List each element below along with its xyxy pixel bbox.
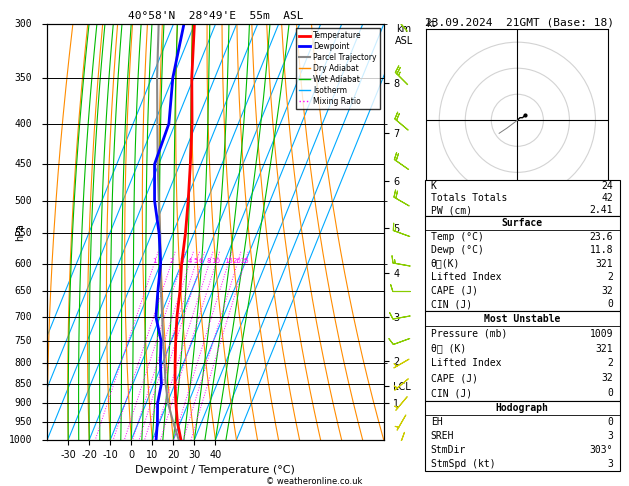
Text: Hodograph: Hodograph <box>496 403 548 413</box>
Text: 3: 3 <box>608 431 613 441</box>
Text: StmSpd (kt): StmSpd (kt) <box>431 459 496 469</box>
Text: Dewp (°C): Dewp (°C) <box>431 245 484 255</box>
Text: SREH: SREH <box>431 431 454 441</box>
Text: 550: 550 <box>14 228 32 239</box>
Text: CIN (J): CIN (J) <box>431 299 472 309</box>
Text: 24: 24 <box>601 181 613 191</box>
Text: 1000: 1000 <box>9 435 32 445</box>
Text: kt: kt <box>426 19 436 29</box>
Text: 500: 500 <box>14 195 32 206</box>
Text: Temp (°C): Temp (°C) <box>431 231 484 242</box>
Text: 650: 650 <box>14 286 32 296</box>
Text: 800: 800 <box>14 358 32 368</box>
Text: CAPE (J): CAPE (J) <box>431 373 478 383</box>
X-axis label: Dewpoint / Temperature (°C): Dewpoint / Temperature (°C) <box>135 465 296 475</box>
Text: θᴄ (K): θᴄ (K) <box>431 344 466 353</box>
Text: 15: 15 <box>224 258 233 263</box>
Text: Lifted Index: Lifted Index <box>431 272 501 282</box>
Text: 0: 0 <box>608 299 613 309</box>
Text: 42: 42 <box>601 193 613 203</box>
Text: 2.41: 2.41 <box>590 205 613 215</box>
Text: CIN (J): CIN (J) <box>431 388 472 399</box>
Text: 5: 5 <box>194 258 198 263</box>
Text: 350: 350 <box>14 72 32 83</box>
Text: 23.09.2024  21GMT (Base: 18): 23.09.2024 21GMT (Base: 18) <box>425 17 613 27</box>
Text: © weatheronline.co.uk: © weatheronline.co.uk <box>266 477 363 486</box>
Text: 450: 450 <box>14 159 32 169</box>
Text: 321: 321 <box>596 344 613 353</box>
Text: 700: 700 <box>14 312 32 322</box>
Text: 850: 850 <box>14 379 32 389</box>
Text: 10: 10 <box>211 258 220 263</box>
Text: km
ASL: km ASL <box>395 24 413 46</box>
Text: 600: 600 <box>14 259 32 269</box>
Text: 2: 2 <box>169 258 174 263</box>
Text: Most Unstable: Most Unstable <box>484 313 560 324</box>
Text: 1009: 1009 <box>590 329 613 339</box>
Text: 3: 3 <box>608 459 613 469</box>
Text: CAPE (J): CAPE (J) <box>431 286 478 296</box>
Text: 0: 0 <box>608 388 613 399</box>
Text: 2: 2 <box>608 272 613 282</box>
Title: 40°58'N  28°49'E  55m  ASL: 40°58'N 28°49'E 55m ASL <box>128 11 303 21</box>
Text: 2: 2 <box>608 359 613 368</box>
Legend: Temperature, Dewpoint, Parcel Trajectory, Dry Adiabat, Wet Adiabat, Isotherm, Mi: Temperature, Dewpoint, Parcel Trajectory… <box>296 28 380 109</box>
Text: K: K <box>431 181 437 191</box>
Text: 300: 300 <box>14 19 32 29</box>
Text: Mixing Ratio (g/kg): Mixing Ratio (g/kg) <box>446 207 456 299</box>
Text: 3: 3 <box>179 258 184 263</box>
Text: 900: 900 <box>14 399 32 408</box>
Text: 321: 321 <box>596 259 613 269</box>
Text: Lifted Index: Lifted Index <box>431 359 501 368</box>
Text: 950: 950 <box>14 417 32 427</box>
Text: 20: 20 <box>233 258 242 263</box>
Text: 303°: 303° <box>590 445 613 455</box>
Text: Pressure (mb): Pressure (mb) <box>431 329 507 339</box>
Text: 4: 4 <box>187 258 192 263</box>
Text: 23.6: 23.6 <box>590 231 613 242</box>
Text: 1: 1 <box>152 258 157 263</box>
Text: EH: EH <box>431 417 443 427</box>
Text: 8: 8 <box>207 258 211 263</box>
Text: θᴄ(K): θᴄ(K) <box>431 259 460 269</box>
Text: 32: 32 <box>601 286 613 296</box>
Text: 6: 6 <box>199 258 203 263</box>
Text: 0: 0 <box>608 417 613 427</box>
Text: 400: 400 <box>14 119 32 129</box>
Text: 25: 25 <box>240 258 249 263</box>
Text: StmDir: StmDir <box>431 445 466 455</box>
Text: Surface: Surface <box>501 218 543 228</box>
Text: 750: 750 <box>14 335 32 346</box>
Text: 11.8: 11.8 <box>590 245 613 255</box>
Text: PW (cm): PW (cm) <box>431 205 472 215</box>
Text: hPa: hPa <box>15 223 25 241</box>
Text: Totals Totals: Totals Totals <box>431 193 507 203</box>
Text: 32: 32 <box>601 373 613 383</box>
